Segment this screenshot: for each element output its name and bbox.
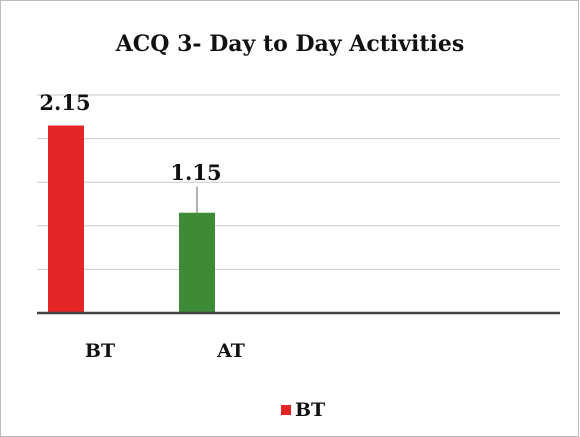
x-tick-label: AT — [216, 340, 245, 362]
data-label: 1.15 — [170, 160, 221, 185]
bar — [48, 125, 84, 314]
legend-swatch — [281, 405, 291, 415]
data-label: 2.15 — [39, 90, 90, 115]
legend-label: BT — [295, 399, 325, 421]
x-tick-label: BT — [85, 340, 115, 362]
chart-title: ACQ 3- Day to Day Activities — [115, 31, 465, 57]
bar — [179, 212, 215, 313]
